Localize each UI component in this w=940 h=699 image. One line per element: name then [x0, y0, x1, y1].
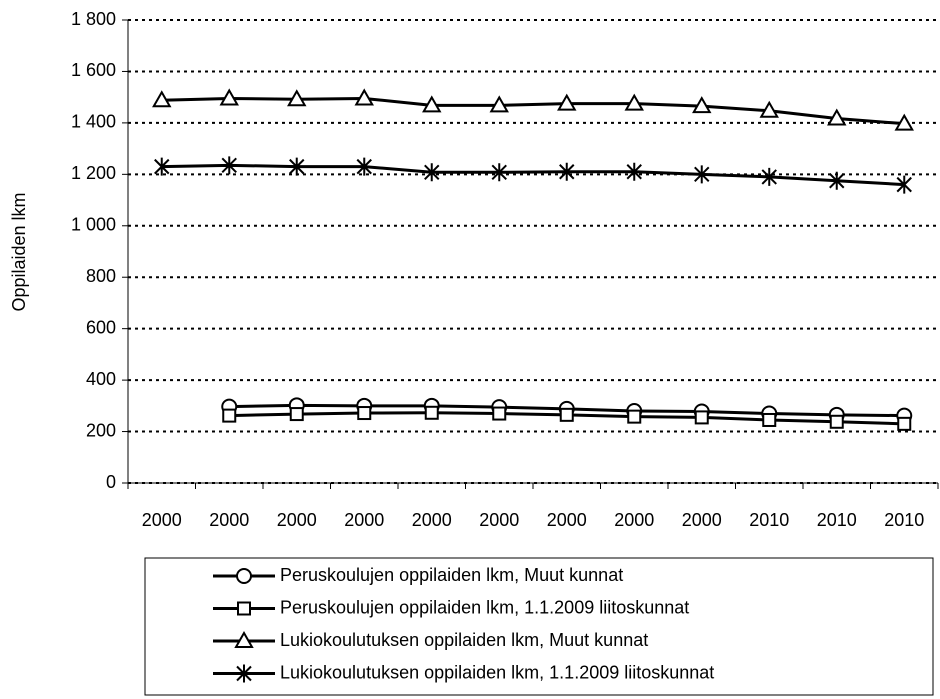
marker	[424, 405, 439, 420]
marker	[289, 157, 305, 176]
marker	[219, 88, 239, 106]
marker	[236, 568, 252, 584]
y-tick-label: 600	[86, 317, 116, 337]
marker	[489, 95, 509, 113]
marker	[692, 96, 712, 114]
y-tick-label: 0	[106, 472, 116, 492]
legend-label: Peruskoulujen oppilaiden lkm, 1.1.2009 l…	[280, 597, 689, 617]
y-tick-label: 200	[86, 420, 116, 440]
x-tick-label: 2000	[614, 510, 654, 530]
marker	[152, 90, 172, 108]
series-line	[161, 96, 905, 126]
y-tick-label: 1 800	[71, 9, 116, 29]
y-tick-label: 800	[86, 266, 116, 286]
marker	[237, 601, 251, 616]
marker	[694, 410, 709, 425]
x-tick-label: 2000	[142, 510, 182, 530]
x-tick-label: 2000	[344, 510, 384, 530]
marker	[894, 113, 914, 131]
marker	[624, 93, 644, 111]
marker	[424, 163, 440, 182]
legend-label: Peruskoulujen oppilaiden lkm, Muut kunna…	[280, 565, 623, 585]
marker	[829, 414, 844, 429]
marker	[357, 406, 372, 421]
x-tick-label: 2010	[817, 510, 857, 530]
x-tick-label: 2000	[277, 510, 317, 530]
marker	[356, 157, 372, 176]
marker	[897, 416, 912, 431]
series-line	[161, 163, 905, 187]
marker	[491, 163, 507, 182]
marker	[761, 167, 777, 186]
marker	[829, 171, 845, 190]
marker	[896, 175, 912, 194]
marker	[234, 630, 254, 648]
legend-box	[144, 557, 934, 696]
marker	[222, 408, 237, 423]
marker	[627, 409, 642, 424]
marker	[287, 89, 307, 107]
marker	[559, 162, 575, 181]
x-tick-label: 2010	[884, 510, 924, 530]
marker	[289, 407, 304, 422]
legend-label: Lukiokoulutuksen oppilaiden lkm, Muut ku…	[280, 630, 648, 650]
y-tick-label: 1 600	[71, 60, 116, 80]
x-tick-label: 2000	[479, 510, 519, 530]
marker	[492, 406, 507, 421]
marker	[422, 95, 442, 113]
legend-label: Lukiokoulutuksen oppilaiden lkm, 1.1.200…	[280, 662, 714, 682]
marker	[354, 88, 374, 106]
y-tick-label: 1 400	[71, 112, 116, 132]
y-tick-label: 1 000	[71, 215, 116, 235]
x-tick-label: 2000	[412, 510, 452, 530]
marker	[827, 108, 847, 126]
marker	[221, 156, 237, 175]
y-axis-label: Oppilaiden lkm	[9, 192, 29, 311]
marker	[626, 162, 642, 181]
x-tick-label: 2000	[547, 510, 587, 530]
marker	[762, 412, 777, 427]
x-tick-label: 2000	[209, 510, 249, 530]
y-tick-label: 400	[86, 369, 116, 389]
marker	[759, 100, 779, 118]
marker	[154, 157, 170, 176]
marker	[236, 664, 252, 683]
marker	[694, 165, 710, 184]
x-tick-label: 2010	[749, 510, 789, 530]
y-tick-label: 1 200	[71, 163, 116, 183]
marker	[559, 407, 574, 422]
x-tick-label: 2000	[682, 510, 722, 530]
marker	[557, 93, 577, 111]
